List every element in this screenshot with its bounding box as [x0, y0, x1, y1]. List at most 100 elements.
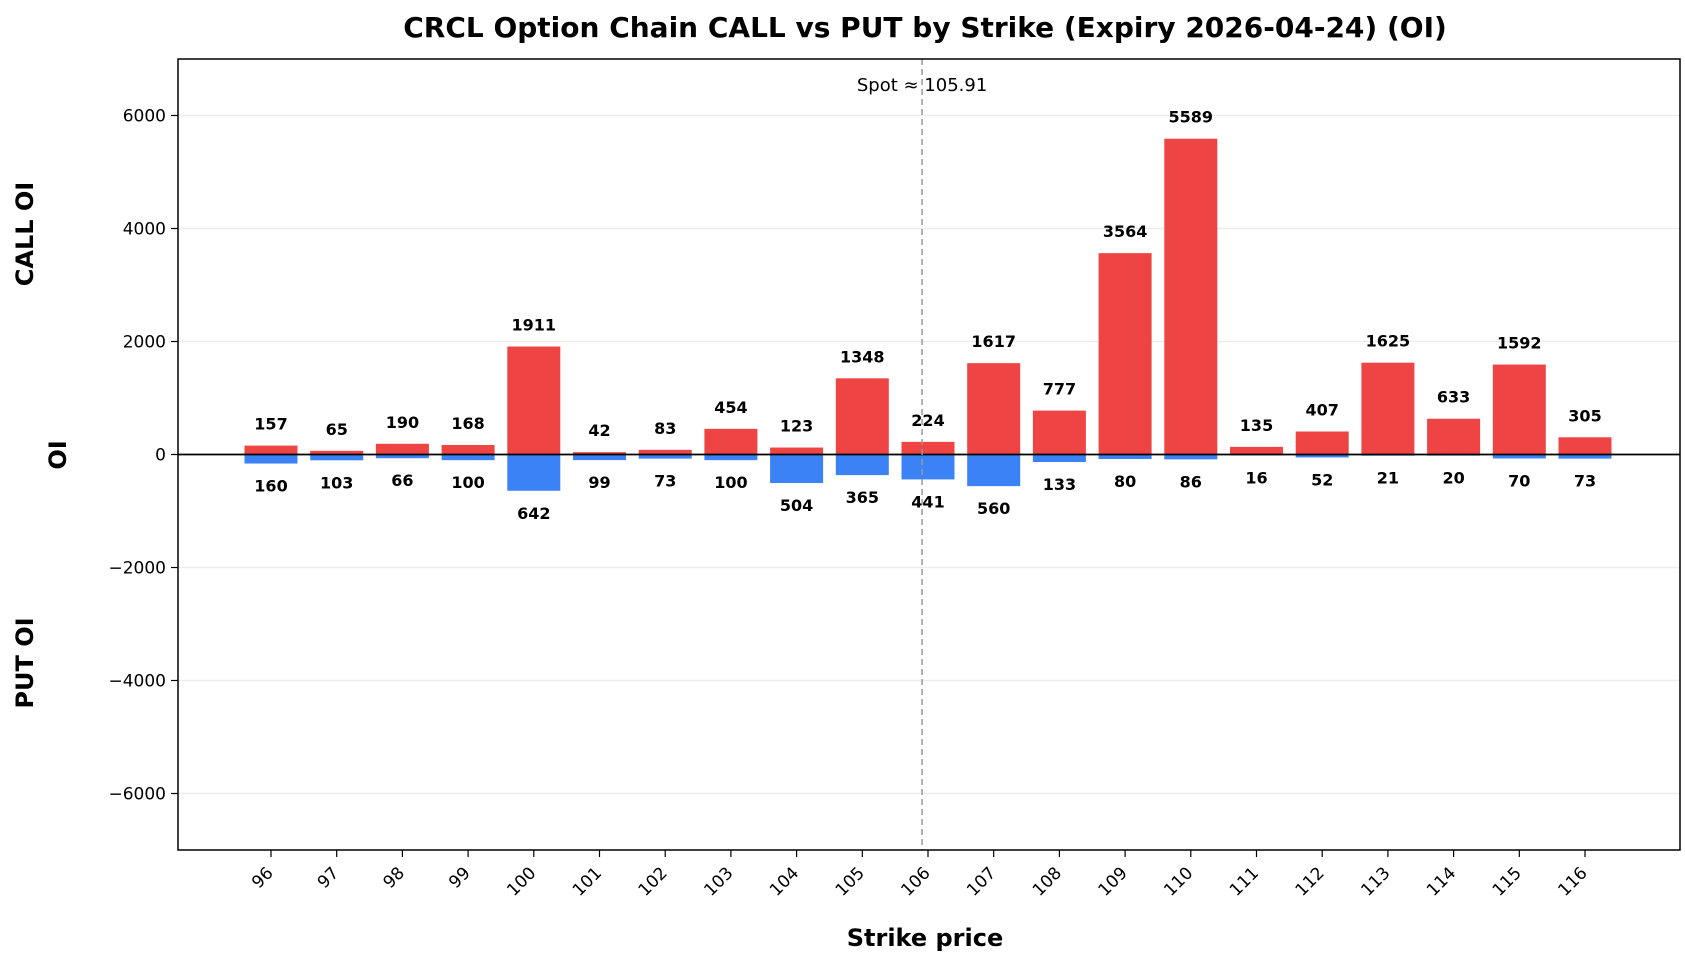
put-bar — [1164, 454, 1218, 460]
y-tick-label: −4000 — [108, 672, 166, 692]
put-bar — [244, 454, 298, 464]
put-value-label: 100 — [451, 473, 484, 492]
call-bar — [1427, 418, 1481, 455]
x-tick-label: 116 — [1554, 863, 1591, 900]
call-bar — [901, 441, 955, 455]
call-value-label: 454 — [714, 398, 747, 417]
call-value-label: 5589 — [1169, 108, 1214, 127]
put-value-label: 66 — [391, 471, 413, 490]
put-bar — [770, 454, 824, 483]
put-bar — [704, 454, 758, 461]
call-bar — [704, 428, 758, 455]
put-bar — [573, 454, 626, 461]
x-axis-ticks: 96 97 98 99 100 101 102 103 104 105 106 107 108 109 11… — [248, 850, 1592, 900]
bars — [244, 138, 1612, 491]
bar-value-labels: 157 160 65 103 190 66 168 100 1911 642 42 99 83 73 454… — [254, 108, 1601, 523]
y-tick-label: −2000 — [108, 559, 166, 579]
call-value-label: 407 — [1305, 401, 1338, 420]
put-bar — [1492, 454, 1546, 459]
put-bar — [1098, 454, 1152, 460]
put-bar — [375, 454, 429, 459]
x-tick-label: 103 — [700, 863, 737, 900]
reference-lines — [177, 58, 1681, 851]
x-tick-label: 98 — [379, 863, 408, 892]
put-value-label: 133 — [1043, 475, 1076, 494]
call-bar — [967, 363, 1021, 455]
x-tick-label: 109 — [1095, 863, 1132, 900]
call-value-label: 1911 — [512, 316, 557, 335]
call-bar — [1295, 431, 1349, 455]
call-bar — [441, 445, 495, 455]
put-value-label: 103 — [320, 473, 353, 492]
call-value-label: 190 — [386, 413, 419, 432]
put-value-label: 99 — [588, 473, 610, 492]
put-value-label: 560 — [977, 499, 1010, 518]
call-bar — [507, 346, 561, 455]
put-value-label: 86 — [1180, 472, 1202, 491]
call-bar — [1492, 364, 1546, 455]
put-bar — [967, 454, 1021, 487]
x-tick-label: 106 — [897, 863, 934, 900]
call-bar — [770, 447, 824, 455]
put-value-label: 16 — [1245, 468, 1267, 487]
put-value-label: 642 — [517, 504, 550, 523]
call-value-label: 224 — [911, 411, 944, 430]
put-bar — [1558, 454, 1612, 459]
call-value-label: 1592 — [1497, 334, 1542, 353]
call-value-label: 305 — [1568, 406, 1601, 425]
call-bar — [1558, 437, 1612, 455]
x-tick-label: 111 — [1226, 863, 1263, 900]
x-tick-label: 97 — [314, 863, 343, 892]
call-bar — [375, 443, 429, 455]
plot-frame — [177, 58, 1681, 851]
put-value-label: 504 — [780, 496, 813, 515]
x-tick-label: 115 — [1489, 863, 1526, 900]
call-bar — [1164, 138, 1218, 455]
call-bar — [1230, 446, 1283, 455]
x-tick-label: 105 — [832, 863, 869, 900]
chart-title: CRCL Option Chain CALL vs PUT by Strike … — [403, 11, 1447, 44]
call-value-label: 168 — [451, 414, 484, 433]
call-bar — [310, 450, 364, 455]
x-tick-label: 108 — [1029, 863, 1066, 900]
put-value-label: 441 — [911, 492, 944, 511]
put-bar — [507, 454, 561, 491]
call-value-label: 123 — [780, 417, 813, 436]
put-value-label: 70 — [1508, 471, 1530, 490]
call-value-label: 1625 — [1366, 332, 1411, 351]
put-bar — [901, 454, 955, 480]
x-axis-title: Strike price — [847, 924, 1004, 952]
x-tick-label: 104 — [766, 863, 803, 900]
spot-label: Spot ≈ 105.91 — [857, 75, 987, 96]
x-tick-label: 113 — [1357, 863, 1394, 900]
x-tick-label: 101 — [569, 863, 606, 900]
put-bar — [441, 454, 495, 461]
y-tick-label: −6000 — [108, 785, 166, 805]
call-bar — [573, 452, 626, 455]
call-value-label: 157 — [254, 415, 287, 434]
call-value-label: 135 — [1240, 416, 1273, 435]
put-bar — [1295, 454, 1349, 458]
x-tick-label: 107 — [963, 863, 1000, 900]
y-tick-label: 6000 — [123, 107, 166, 127]
call-bar — [1098, 253, 1152, 455]
put-value-label: 20 — [1442, 469, 1464, 488]
put-value-label: 73 — [1574, 472, 1596, 491]
put-value-label: 160 — [254, 477, 287, 496]
call-bar — [244, 445, 298, 455]
x-tick-label: 100 — [503, 863, 540, 900]
y-axis-title: OI — [44, 440, 72, 469]
call-value-label: 777 — [1043, 380, 1076, 399]
call-bar — [1032, 410, 1086, 455]
put-value-label: 52 — [1311, 470, 1333, 489]
put-value-label: 21 — [1377, 469, 1399, 488]
call-value-label: 83 — [654, 419, 676, 438]
call-value-label: 1617 — [971, 332, 1016, 351]
put-value-label: 100 — [714, 473, 747, 492]
x-tick-label: 114 — [1423, 863, 1460, 900]
x-tick-label: 102 — [635, 863, 672, 900]
y-tick-label: 4000 — [123, 220, 166, 240]
call-value-label: 65 — [326, 420, 348, 439]
call-bar — [638, 449, 692, 455]
